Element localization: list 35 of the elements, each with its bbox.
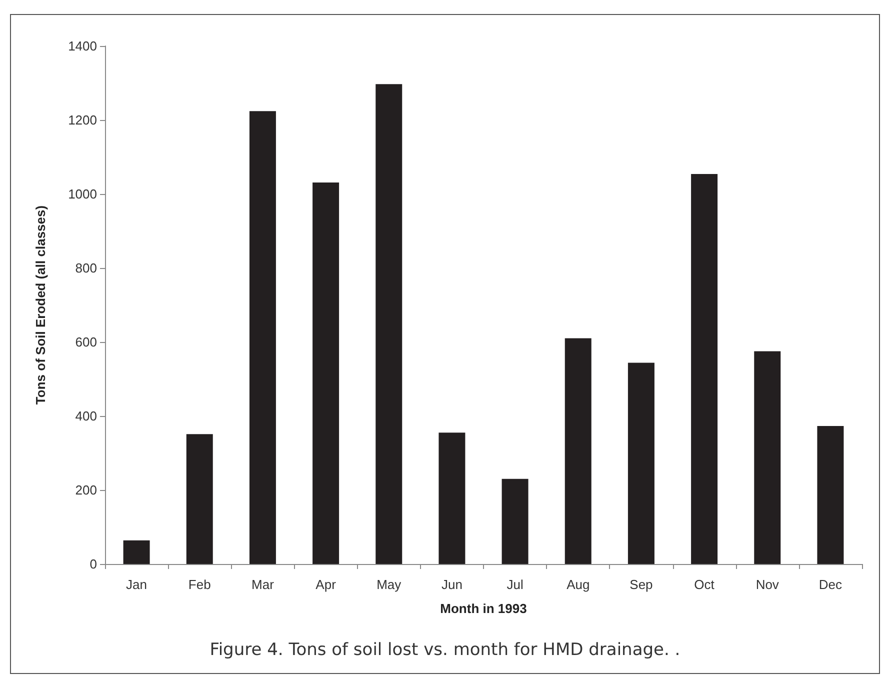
x-tick-label: Mar xyxy=(252,577,275,592)
bar xyxy=(691,174,718,564)
y-tick-label: 1000 xyxy=(68,186,97,202)
y-axis-title: Tons of Soil Eroded (all classes) xyxy=(33,205,48,405)
bar xyxy=(817,426,844,564)
bar xyxy=(564,338,592,564)
x-tick-label: Nov xyxy=(756,577,780,592)
x-tick-label: Dec xyxy=(818,577,843,592)
bar xyxy=(754,351,781,564)
y-tick-label: 600 xyxy=(75,334,97,350)
y-tick-label: 800 xyxy=(75,260,97,276)
bar xyxy=(249,111,276,564)
y-tick-label: 0 xyxy=(90,556,97,572)
bar xyxy=(186,434,213,564)
bar xyxy=(438,432,466,564)
bar xyxy=(312,182,340,564)
y-tick-label: 400 xyxy=(75,408,97,424)
y-tick-label: 1200 xyxy=(68,112,97,128)
x-axis-title: Month in 1993 xyxy=(440,601,527,616)
bar xyxy=(123,540,150,564)
bar xyxy=(628,362,654,564)
x-tick-label: Jun xyxy=(441,577,462,592)
x-tick-label: Oct xyxy=(694,577,715,592)
x-tick-label: Aug xyxy=(566,577,590,592)
x-tick-label: May xyxy=(376,577,402,592)
x-tick-label: Jan xyxy=(126,577,148,592)
bar xyxy=(502,478,528,564)
y-tick-label: 1400 xyxy=(68,38,97,54)
bar xyxy=(376,84,402,564)
x-tick-label: Jul xyxy=(506,577,524,592)
caption: Figure 4. Tons of soil lost vs. month for HMD drainage. . xyxy=(208,640,682,660)
x-tick-label: Apr xyxy=(316,577,337,592)
x-tick-label: Sep xyxy=(630,577,653,592)
x-tick-label: Feb xyxy=(188,577,211,592)
y-tick-label: 200 xyxy=(75,482,97,498)
